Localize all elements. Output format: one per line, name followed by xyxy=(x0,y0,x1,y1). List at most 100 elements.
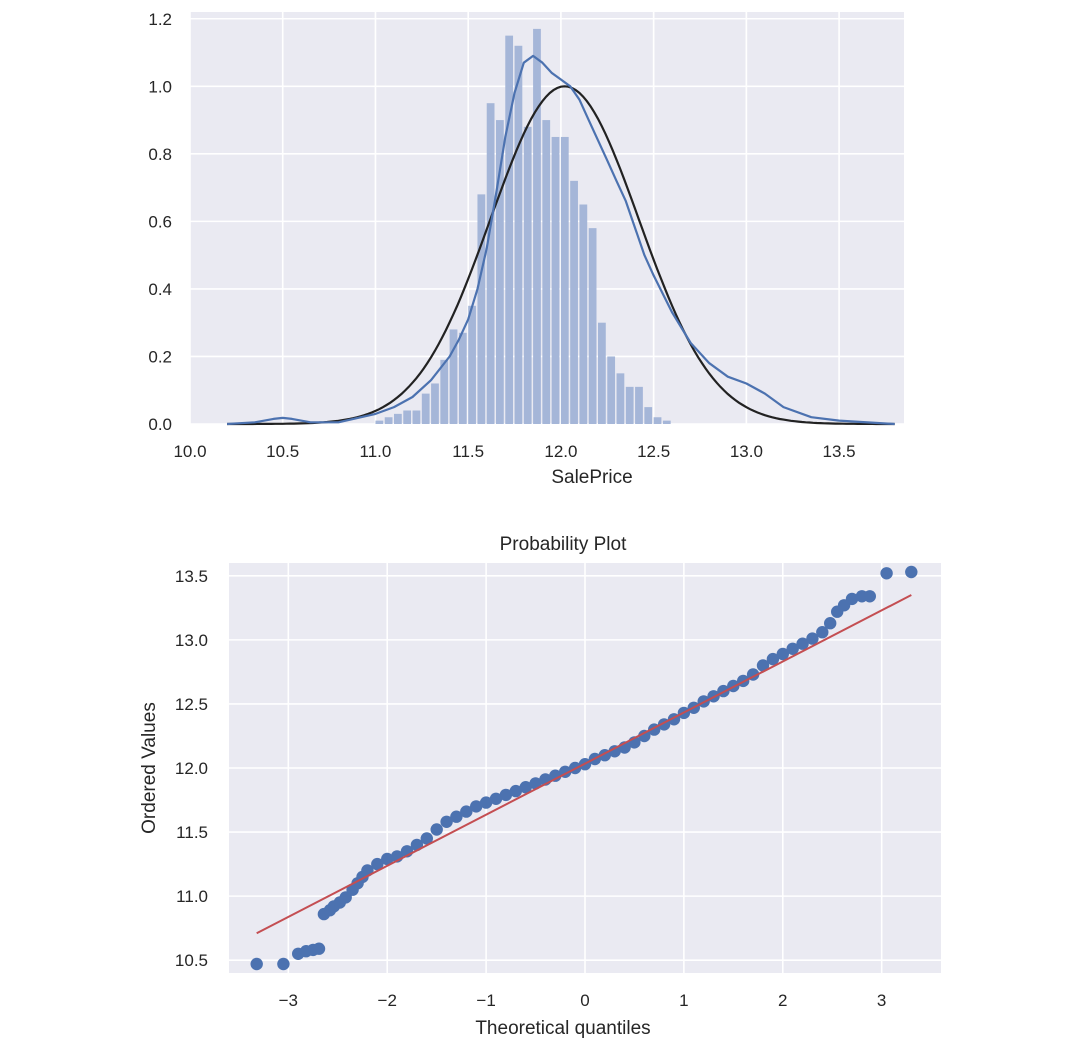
histogram-bar xyxy=(533,28,541,424)
x-tick-label: 13.5 xyxy=(823,442,856,461)
histogram-bar xyxy=(616,373,625,424)
data-point xyxy=(845,592,859,606)
data-point xyxy=(786,642,799,655)
y-tick-label: 13.0 xyxy=(175,631,208,650)
data-point xyxy=(796,637,809,650)
chart-title: Probability Plot xyxy=(500,534,627,555)
data-point xyxy=(450,810,463,823)
data-point xyxy=(824,617,837,630)
data-point xyxy=(608,745,621,758)
data-point xyxy=(430,823,443,836)
data-point xyxy=(479,796,493,809)
y-tick-label: 11.0 xyxy=(176,887,208,906)
histogram-bar xyxy=(403,410,412,424)
histogram-bar xyxy=(496,120,504,424)
histogram-bar xyxy=(431,383,439,424)
histogram-bar xyxy=(449,329,458,424)
histogram-bar xyxy=(384,417,393,424)
histogram-bar xyxy=(551,136,560,425)
x-tick-label: −2 xyxy=(378,991,397,1010)
y-tick-label: 12.0 xyxy=(175,759,208,778)
y-tick-label: 13.5 xyxy=(175,567,208,586)
histogram-bar xyxy=(653,417,662,424)
x-tick-label: 10.0 xyxy=(173,442,206,461)
data-point xyxy=(371,857,384,871)
histogram-bar xyxy=(644,407,653,424)
x-tick-label: 12.5 xyxy=(637,442,670,461)
histogram-bar xyxy=(662,420,671,424)
data-point xyxy=(519,781,532,794)
data-point xyxy=(766,652,780,666)
y-tick-label: 0.0 xyxy=(148,415,172,434)
histogram-bar xyxy=(375,420,384,424)
histogram-bar xyxy=(421,393,430,424)
x-tick-label: 2 xyxy=(778,991,787,1010)
histogram-bar xyxy=(523,126,532,424)
y-tick-label: 11.5 xyxy=(176,823,208,842)
data-point xyxy=(549,769,562,782)
data-point xyxy=(806,632,819,645)
histogram-bar xyxy=(412,410,421,424)
y-axis-label: Ordered Values xyxy=(139,702,160,834)
histogram-bar xyxy=(588,228,597,424)
x-tick-label: 3 xyxy=(877,991,886,1010)
data-point xyxy=(499,788,513,802)
data-point xyxy=(381,852,394,866)
normal-fit-line xyxy=(227,85,895,426)
histogram-bar xyxy=(514,45,523,424)
data-point xyxy=(470,800,483,813)
data-point xyxy=(880,567,893,580)
y-tick-label: 0.4 xyxy=(148,280,172,299)
kde-line xyxy=(227,54,895,426)
x-tick-label: 12.0 xyxy=(544,442,577,461)
histogram-axes: 10.0 10.5 11.0 11.5 12.0 12.5 13.0 13.5 0.0 0.2 0.… xyxy=(148,10,904,488)
y-tick-label: 0.6 xyxy=(148,212,172,231)
x-tick-label: −1 xyxy=(476,991,495,1010)
fit-line xyxy=(256,594,912,935)
histogram-bar xyxy=(579,204,588,424)
histogram-bar xyxy=(486,103,495,424)
x-tick-label: −3 xyxy=(279,991,298,1010)
data-point xyxy=(489,792,503,805)
histogram-bar xyxy=(625,386,634,424)
histogram-bar xyxy=(440,359,449,424)
histogram-bar xyxy=(468,305,476,424)
data-point xyxy=(460,805,473,818)
x-tick-label: 0 xyxy=(580,991,589,1010)
y-tick-label: 12.5 xyxy=(175,695,208,714)
y-tick-label: 1.2 xyxy=(148,10,172,29)
histogram-bar xyxy=(598,322,606,424)
histogram-bar xyxy=(635,386,643,424)
x-tick-label: 11.0 xyxy=(360,442,392,461)
data-point xyxy=(776,647,789,661)
histogram-bar xyxy=(542,120,551,424)
probability-plot-axes: −3 −2 −1 0 1 2 3 10.5 11.0 11.5 12.0 12.5 13.0 13.5 Pr… xyxy=(139,534,941,1039)
data-point xyxy=(312,942,326,955)
y-tick-label: 1.0 xyxy=(148,77,172,96)
x-tick-label: 10.5 xyxy=(266,442,299,461)
data-point xyxy=(863,590,876,603)
data-point xyxy=(756,659,770,672)
data-point xyxy=(277,957,290,971)
x-tick-label: 13.0 xyxy=(730,442,763,461)
data-point xyxy=(420,832,433,845)
data-point xyxy=(509,784,522,798)
x-tick-label: 1 xyxy=(679,991,688,1010)
histogram-bar xyxy=(477,194,486,424)
y-tick-label: 10.5 xyxy=(175,951,208,970)
x-axis-label: SalePrice xyxy=(551,467,632,488)
histogram-bar xyxy=(505,35,514,424)
histogram-bar xyxy=(394,413,402,424)
data-point xyxy=(250,957,263,971)
histogram-bar xyxy=(607,356,616,424)
data-point xyxy=(816,626,829,639)
histogram-bar xyxy=(458,332,467,424)
x-axis-label: Theoretical quantiles xyxy=(475,1018,650,1039)
data-point xyxy=(638,729,651,743)
data-point xyxy=(440,815,453,828)
histogram-bar xyxy=(570,180,578,424)
histogram-bar xyxy=(560,136,569,425)
data-point xyxy=(905,565,918,579)
x-tick-label: 11.5 xyxy=(452,442,484,461)
